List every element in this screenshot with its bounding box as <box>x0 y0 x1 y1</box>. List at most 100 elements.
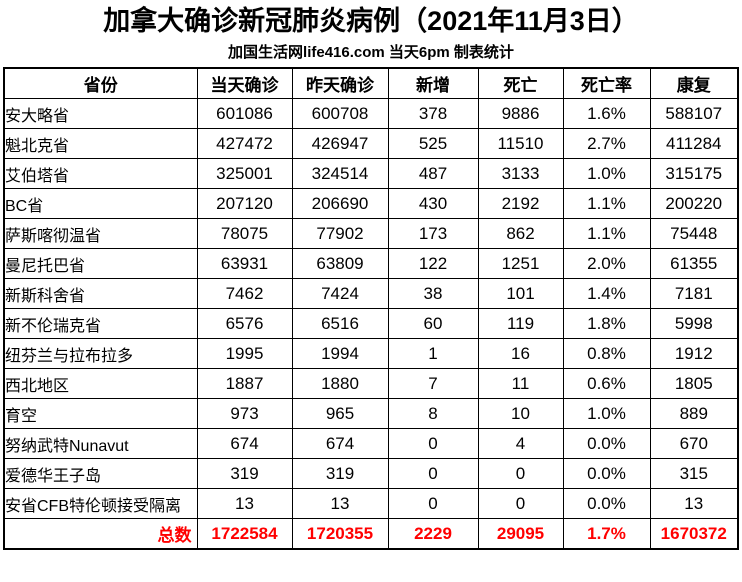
total-value-cell: 1.7% <box>562 518 651 550</box>
value-cell: 6576 <box>196 308 293 339</box>
table-row: 曼尼托巴省 63931 63809 122 1251 2.0% 61355 <box>3 248 739 279</box>
value-cell: 674 <box>196 428 293 459</box>
value-cell: 325001 <box>196 158 293 189</box>
table-row: 西北地区 1887 1880 7 11 0.6% 1805 <box>3 368 739 399</box>
value-cell: 0 <box>477 488 564 519</box>
value-cell: 525 <box>387 128 479 159</box>
value-cell: 63809 <box>291 248 389 279</box>
value-cell: 1251 <box>477 248 564 279</box>
value-cell: 0.6% <box>562 368 651 399</box>
value-cell: 38 <box>387 278 479 309</box>
value-cell: 1995 <box>196 338 293 369</box>
value-cell: 11510 <box>477 128 564 159</box>
table-row: 新不伦瑞克省 6576 6516 60 119 1.8% 5998 <box>3 308 739 339</box>
total-value-cell: 1722584 <box>196 518 293 550</box>
value-cell: 588107 <box>649 98 739 129</box>
value-cell: 4 <box>477 428 564 459</box>
value-cell: 1.1% <box>562 218 651 249</box>
value-cell: 77902 <box>291 218 389 249</box>
value-cell: 670 <box>649 428 739 459</box>
value-cell: 207120 <box>196 188 293 219</box>
value-cell: 0.8% <box>562 338 651 369</box>
value-cell: 13 <box>196 488 293 519</box>
total-value-cell: 1720355 <box>291 518 389 550</box>
col-header-new: 新增 <box>387 67 479 99</box>
value-cell: 315 <box>649 458 739 489</box>
col-header-deaths: 死亡 <box>477 67 564 99</box>
province-cell: 安大略省 <box>3 98 198 129</box>
value-cell: 78075 <box>196 218 293 249</box>
total-label-cell: 总数 <box>3 518 198 550</box>
value-cell: 16 <box>477 338 564 369</box>
value-cell: 965 <box>291 398 389 429</box>
value-cell: 319 <box>196 458 293 489</box>
province-cell: 育空 <box>3 398 198 429</box>
value-cell: 430 <box>387 188 479 219</box>
value-cell: 1.0% <box>562 398 651 429</box>
value-cell: 319 <box>291 458 389 489</box>
value-cell: 1.8% <box>562 308 651 339</box>
value-cell: 173 <box>387 218 479 249</box>
province-cell: 艾伯塔省 <box>3 158 198 189</box>
page-title: 加拿大确诊新冠肺炎病例（2021年11月3日） <box>103 6 639 36</box>
value-cell: 119 <box>477 308 564 339</box>
value-cell: 674 <box>291 428 389 459</box>
value-cell: 75448 <box>649 218 739 249</box>
value-cell: 0 <box>477 458 564 489</box>
header-row: 省份 当天确诊 昨天确诊 新增 死亡 死亡率 康复 <box>3 67 739 99</box>
value-cell: 1.4% <box>562 278 651 309</box>
value-cell: 1912 <box>649 338 739 369</box>
province-cell: 纽芬兰与拉布拉多 <box>3 338 198 369</box>
table-row: 魁北克省 427472 426947 525 11510 2.7% 411284 <box>3 128 739 159</box>
value-cell: 10 <box>477 398 564 429</box>
value-cell: 487 <box>387 158 479 189</box>
province-cell: 西北地区 <box>3 368 198 399</box>
value-cell: 973 <box>196 398 293 429</box>
value-cell: 6516 <box>291 308 389 339</box>
province-cell: 爱德华王子岛 <box>3 458 198 489</box>
value-cell: 101 <box>477 278 564 309</box>
table-row: 纽芬兰与拉布拉多 1995 1994 1 16 0.8% 1912 <box>3 338 739 369</box>
table-row: 安省CFB特伦顿接受隔离 13 13 0 0 0.0% 13 <box>3 488 739 519</box>
table-row: BC省 207120 206690 430 2192 1.1% 200220 <box>3 188 739 219</box>
covid-stats-table: 省份 当天确诊 昨天确诊 新增 死亡 死亡率 康复 安大略省 601086 6007… <box>3 67 739 550</box>
province-cell: 努纳武特Nunavut <box>3 428 198 459</box>
province-cell: BC省 <box>3 188 198 219</box>
value-cell: 7181 <box>649 278 739 309</box>
value-cell: 324514 <box>291 158 389 189</box>
value-cell: 0 <box>387 458 479 489</box>
col-header-today: 当天确诊 <box>196 67 293 99</box>
value-cell: 61355 <box>649 248 739 279</box>
value-cell: 3133 <box>477 158 564 189</box>
value-cell: 206690 <box>291 188 389 219</box>
value-cell: 0.0% <box>562 488 651 519</box>
value-cell: 7424 <box>291 278 389 309</box>
value-cell: 2.7% <box>562 128 651 159</box>
value-cell: 63931 <box>196 248 293 279</box>
page-subtitle: 加国生活网life416.com 当天6pm 制表统计 <box>228 44 514 61</box>
total-value-cell: 1670372 <box>649 518 739 550</box>
value-cell: 889 <box>649 398 739 429</box>
province-cell: 安省CFB特伦顿接受隔离 <box>3 488 198 519</box>
value-cell: 600708 <box>291 98 389 129</box>
value-cell: 13 <box>291 488 389 519</box>
value-cell: 1805 <box>649 368 739 399</box>
col-header-recovered: 康复 <box>649 67 739 99</box>
col-header-yesterday: 昨天确诊 <box>291 67 389 99</box>
value-cell: 7462 <box>196 278 293 309</box>
value-cell: 1880 <box>291 368 389 399</box>
value-cell: 0 <box>387 488 479 519</box>
table-row: 安大略省 601086 600708 378 9886 1.6% 588107 <box>3 98 739 129</box>
table-row: 努纳武特Nunavut 674 674 0 4 0.0% 670 <box>3 428 739 459</box>
value-cell: 200220 <box>649 188 739 219</box>
value-cell: 8 <box>387 398 479 429</box>
value-cell: 315175 <box>649 158 739 189</box>
value-cell: 1994 <box>291 338 389 369</box>
table-row: 艾伯塔省 325001 324514 487 3133 1.0% 315175 <box>3 158 739 189</box>
total-value-cell: 2229 <box>387 518 479 550</box>
value-cell: 2.0% <box>562 248 651 279</box>
col-header-death-rate: 死亡率 <box>562 67 651 99</box>
value-cell: 426947 <box>291 128 389 159</box>
value-cell: 13 <box>649 488 739 519</box>
value-cell: 427472 <box>196 128 293 159</box>
